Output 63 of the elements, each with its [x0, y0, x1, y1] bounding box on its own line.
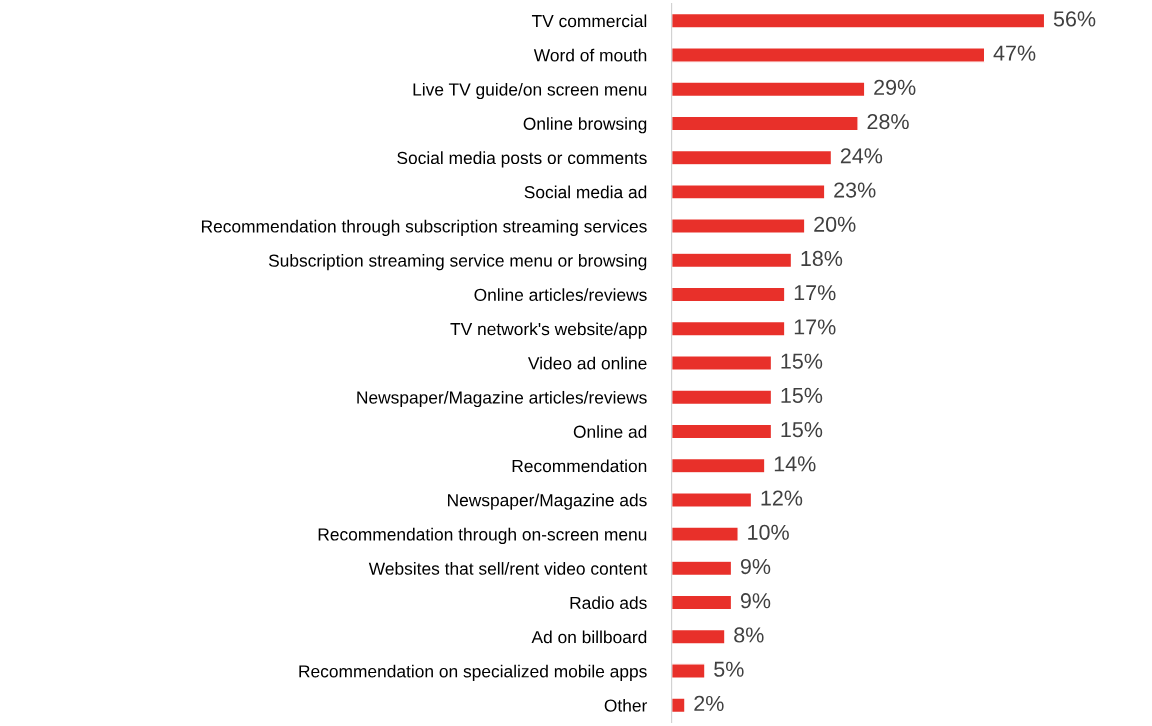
bar	[671, 81, 866, 98]
data-label: 15%	[781, 353, 823, 369]
y-tick-label: Live TV guide/on screen menu	[413, 82, 647, 100]
data-label: 2%	[694, 695, 724, 711]
data-label: 17%	[794, 319, 836, 335]
data-label: 15%	[781, 387, 823, 403]
data-label: 29%	[874, 79, 916, 95]
bar	[671, 560, 733, 577]
data-label: 56%	[1053, 11, 1096, 27]
data-label: 12%	[761, 490, 803, 506]
bar	[671, 183, 826, 200]
y-tick-label: Video ad online	[528, 356, 647, 370]
y-tick-label: Online articles/reviews	[474, 288, 647, 302]
y-tick-label: Recommendation through subscription streaming services	[201, 219, 647, 236]
bar	[671, 320, 786, 337]
data-label: 23%	[834, 182, 876, 198]
bar	[671, 115, 859, 132]
data-label: 8%	[734, 627, 764, 643]
y-tick-label: Online ad	[573, 425, 647, 438]
data-label: 15%	[781, 422, 823, 438]
data-label: 14%	[774, 456, 816, 472]
y-tick-label: TV network's website/app	[450, 322, 647, 339]
data-label: 9%	[740, 593, 771, 609]
y-tick-label: Newspaper/Magazine ads	[448, 493, 647, 510]
y-tick-label: Radio ads	[570, 596, 647, 610]
bar	[671, 218, 806, 234]
y-tick-label: Websites that sell/rent video content	[368, 562, 648, 575]
data-label: 10%	[748, 524, 789, 540]
bar	[671, 389, 773, 406]
bar	[671, 697, 686, 714]
data-label: 5%	[714, 661, 744, 677]
y-tick-label: Other	[604, 698, 648, 712]
data-label: 24%	[840, 148, 883, 164]
bar	[671, 149, 833, 166]
data-label: 17%	[794, 285, 836, 301]
y-tick-label: Recommendation	[512, 459, 647, 473]
bar	[671, 252, 793, 269]
y-tick-label: Word of mouth	[533, 48, 647, 62]
y-tick-label: Social media ad	[524, 185, 647, 199]
y-tick-label: Newspaper/Magazine articles/reviews	[357, 390, 647, 408]
bar	[671, 492, 753, 508]
data-label: 28%	[867, 113, 909, 130]
bar	[671, 628, 726, 645]
data-label: 20%	[814, 216, 856, 232]
bar	[671, 47, 986, 63]
data-label: 9%	[740, 558, 771, 575]
y-tick-label: Recommendation on specialized mobile apps	[299, 664, 647, 681]
bar	[671, 526, 739, 543]
y-tick-label: Online browsing	[523, 117, 647, 134]
bar	[671, 286, 786, 303]
data-label: 18%	[801, 250, 843, 267]
bar	[671, 457, 766, 474]
bar	[671, 355, 773, 371]
y-tick-label: Subscription streaming service menu or browsing	[268, 254, 647, 271]
y-tick-label: Social media posts or comments	[397, 151, 647, 168]
bar	[671, 663, 706, 679]
bar	[671, 12, 1046, 29]
y-tick-label: Ad on billboard	[531, 630, 647, 644]
bar	[671, 594, 733, 611]
bar	[671, 423, 773, 440]
y-tick-label: Recommendation through on-screen menu	[318, 527, 647, 545]
data-label: 47%	[993, 45, 1036, 61]
y-tick-label: TV commercial	[531, 14, 647, 28]
